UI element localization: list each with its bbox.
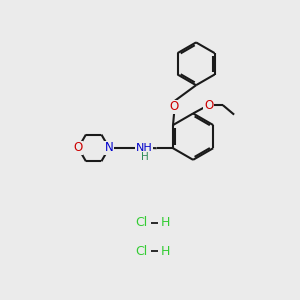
Text: O: O <box>169 100 179 113</box>
Text: Cl: Cl <box>136 244 148 258</box>
Text: O: O <box>204 99 213 112</box>
Text: H: H <box>161 216 170 229</box>
Text: N: N <box>105 141 113 154</box>
Text: O: O <box>74 141 83 154</box>
Text: NH: NH <box>136 143 153 153</box>
Text: Cl: Cl <box>136 216 148 229</box>
Text: H: H <box>161 244 170 258</box>
Text: H: H <box>141 152 148 162</box>
